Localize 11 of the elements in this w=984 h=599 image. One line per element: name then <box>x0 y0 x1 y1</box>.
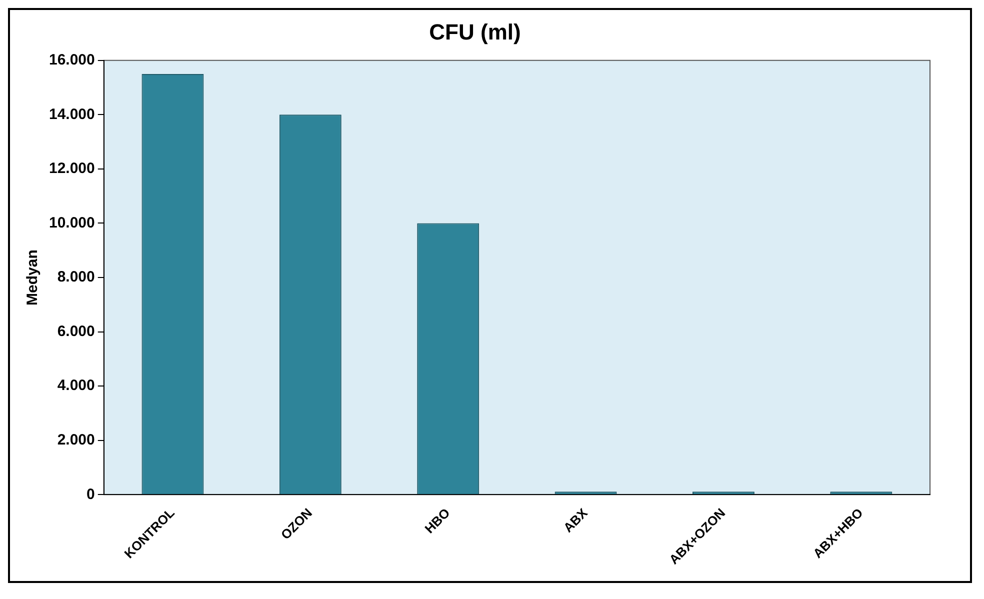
y-axis-title: Medyan <box>24 250 42 306</box>
y-tick-label: 16.000 <box>48 52 95 69</box>
y-tick-label: 4.000 <box>57 377 95 394</box>
y-tick-label: 8.000 <box>57 268 95 286</box>
y-tick-label: 14.000 <box>48 106 95 123</box>
y-tick-label: 0 <box>86 486 95 503</box>
y-tick-label: 12.000 <box>48 160 95 178</box>
y-tick-label: 10.000 <box>48 214 95 232</box>
y-tick-label: 6.000 <box>57 322 95 340</box>
chart-title: CFU (ml) <box>429 19 521 44</box>
y-tick-label: 2.000 <box>57 432 95 448</box>
